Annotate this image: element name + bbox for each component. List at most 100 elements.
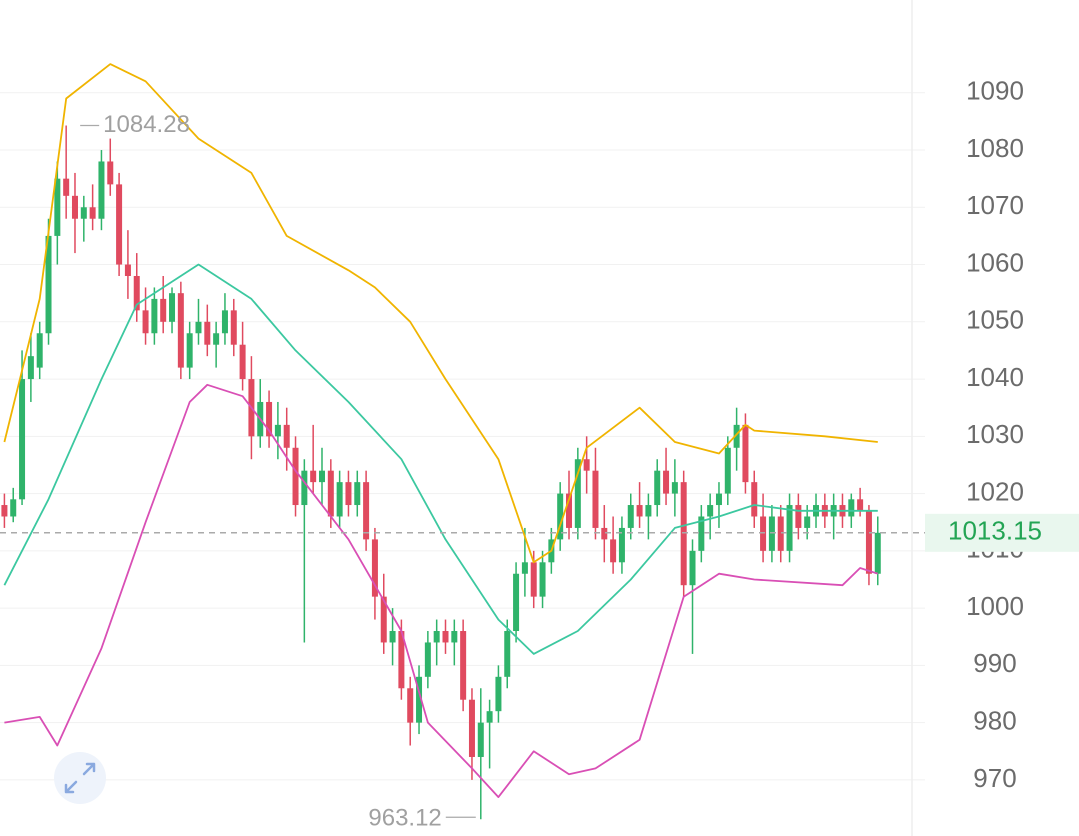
- candle-body: [133, 275, 140, 311]
- candle-body: [521, 562, 528, 574]
- candle-body: [27, 356, 34, 380]
- candle-body: [169, 293, 176, 322]
- candle-body: [177, 293, 184, 368]
- candle-body: [760, 516, 767, 551]
- candle-body: [715, 493, 722, 506]
- candle-body: [416, 676, 423, 723]
- candle-body: [266, 401, 273, 437]
- candle-body: [116, 184, 123, 265]
- candle-body: [468, 699, 475, 757]
- y-tick-label: 980: [973, 705, 1016, 735]
- candle-body: [292, 447, 299, 506]
- y-tick-label: 970: [973, 763, 1016, 793]
- candle-body: [689, 550, 696, 586]
- candle-body: [45, 235, 52, 334]
- candle-body: [460, 631, 467, 700]
- candle-body: [742, 424, 749, 483]
- candle-body: [592, 470, 599, 528]
- candle-body: [504, 631, 511, 677]
- y-tick-label: 1080: [966, 133, 1024, 163]
- last-price-label: 1013.15: [948, 516, 1042, 546]
- y-tick-label: 1070: [966, 190, 1024, 220]
- candle-body: [610, 539, 617, 563]
- candle-body: [195, 321, 202, 334]
- candle-body: [98, 161, 105, 219]
- candle-body: [107, 161, 114, 185]
- candle-body: [336, 482, 343, 517]
- candle-body: [477, 722, 484, 757]
- y-tick-label: 1020: [966, 476, 1024, 506]
- candle-body: [54, 178, 61, 236]
- candle-body: [71, 195, 78, 219]
- candle-body: [204, 321, 211, 345]
- candle-body: [398, 631, 405, 689]
- expand-button-bg[interactable]: [54, 752, 106, 804]
- y-tick-label: 1000: [966, 591, 1024, 621]
- candle-body: [19, 379, 26, 500]
- candle-body: [601, 527, 608, 540]
- candle-body: [407, 688, 414, 723]
- candle-body: [274, 424, 281, 437]
- candle-body: [80, 207, 87, 219]
- candle-body: [583, 459, 590, 471]
- candle-body: [221, 310, 228, 334]
- candle-body: [777, 516, 784, 551]
- candle-body: [848, 499, 855, 517]
- y-tick-label: 1090: [966, 76, 1024, 106]
- y-tick-label: 1050: [966, 305, 1024, 335]
- candle-body: [424, 642, 431, 677]
- candle-body: [363, 482, 370, 540]
- candle-body: [795, 505, 802, 528]
- candle-body: [1, 505, 8, 517]
- candle-body: [513, 573, 520, 632]
- candle-body: [239, 344, 246, 380]
- candle-body: [451, 631, 458, 643]
- candle-body: [186, 333, 193, 368]
- candle-body: [768, 516, 775, 551]
- candle-body: [865, 510, 872, 574]
- expand-button[interactable]: [54, 752, 106, 804]
- max-label: 1084.28: [103, 111, 190, 138]
- candle-body: [371, 539, 378, 597]
- candle-body: [327, 470, 334, 517]
- candle-body: [733, 424, 740, 448]
- candle-body: [627, 505, 634, 528]
- candle-body: [442, 631, 449, 643]
- candle-body: [301, 470, 308, 506]
- candle-body: [724, 447, 731, 494]
- candle-body: [10, 499, 17, 517]
- band-line: [3, 263, 878, 655]
- candle-body: [618, 527, 625, 563]
- candle-body: [557, 493, 564, 540]
- y-tick-label: 1040: [966, 362, 1024, 392]
- candle-body: [213, 333, 220, 345]
- candle-body: [680, 482, 687, 586]
- candle-body: [671, 482, 678, 494]
- candle-body: [124, 264, 131, 276]
- expand-icon[interactable]: [64, 762, 96, 794]
- candle-body: [751, 482, 758, 517]
- band-line: [4, 383, 879, 798]
- candle-body: [354, 482, 361, 506]
- y-tick-label: 1060: [966, 247, 1024, 277]
- candle-body: [160, 298, 167, 322]
- candle-body: [539, 562, 546, 597]
- grid: [0, 92, 925, 781]
- candle-body: [486, 711, 493, 723]
- y-tick-label: 990: [973, 648, 1016, 678]
- candle-body: [283, 424, 290, 448]
- candle-body: [663, 470, 670, 494]
- candle-body: [495, 676, 502, 712]
- candle-body: [857, 499, 864, 511]
- candle-body: [230, 310, 237, 345]
- candle-body: [433, 631, 440, 643]
- candle-body: [874, 532, 881, 574]
- candle-body: [530, 562, 537, 597]
- candle-body: [574, 459, 581, 528]
- y-tick-label: 1030: [966, 419, 1024, 449]
- last-price-box: [925, 513, 1079, 552]
- candle-body: [707, 505, 714, 517]
- candle-body: [786, 505, 793, 551]
- candle-body: [345, 482, 352, 506]
